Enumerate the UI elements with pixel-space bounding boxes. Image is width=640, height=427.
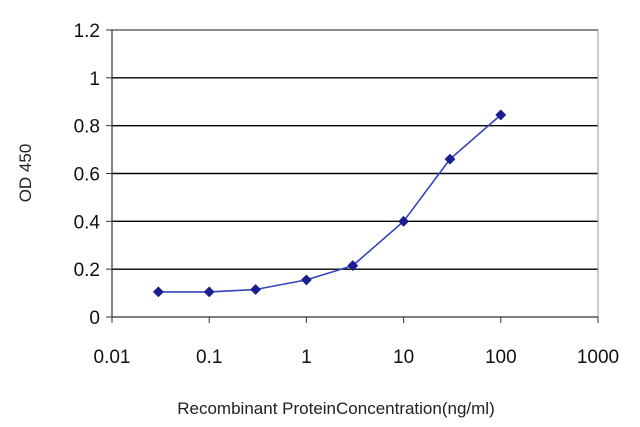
x-tick-label: 0.01 — [94, 347, 131, 368]
y-axis-title: OD 450 — [16, 144, 35, 203]
y-tick-label: 0 — [89, 308, 100, 329]
data-point-marker — [152, 286, 164, 298]
y-tick-label: 0.6 — [74, 165, 100, 186]
y-tick-label: 0.8 — [74, 117, 100, 138]
y-tick-label: 0.2 — [74, 260, 100, 281]
axes — [106, 29, 599, 323]
x-tick-label: 100 — [485, 347, 517, 368]
gridlines — [112, 29, 598, 270]
y-tick-label: 1 — [89, 69, 100, 90]
x-tick-labels: 0.01 0.1 1 10 100 1000 — [94, 347, 620, 368]
y-tick-label: 1.2 — [74, 21, 100, 42]
data-point-marker — [398, 215, 410, 227]
x-axis-title: Recombinant ProteinConcentration(ng/ml) — [177, 399, 495, 418]
x-tick-label: 0.1 — [196, 347, 222, 368]
data-point-marker — [495, 109, 507, 121]
data-point-marker — [300, 274, 312, 286]
x-tick-label: 1 — [301, 347, 312, 368]
y-tick-labels: 0 0.2 0.4 0.6 0.8 1 1.2 — [74, 21, 101, 329]
data-point-marker — [444, 153, 456, 165]
x-tick-label: 1000 — [577, 347, 619, 368]
series — [152, 109, 507, 298]
x-tick-label: 10 — [393, 347, 414, 368]
data-point-marker — [347, 260, 359, 272]
series-line — [158, 114, 502, 293]
data-point-marker — [250, 284, 262, 295]
data-point-marker — [203, 286, 215, 298]
y-tick-label: 0.4 — [74, 212, 101, 233]
